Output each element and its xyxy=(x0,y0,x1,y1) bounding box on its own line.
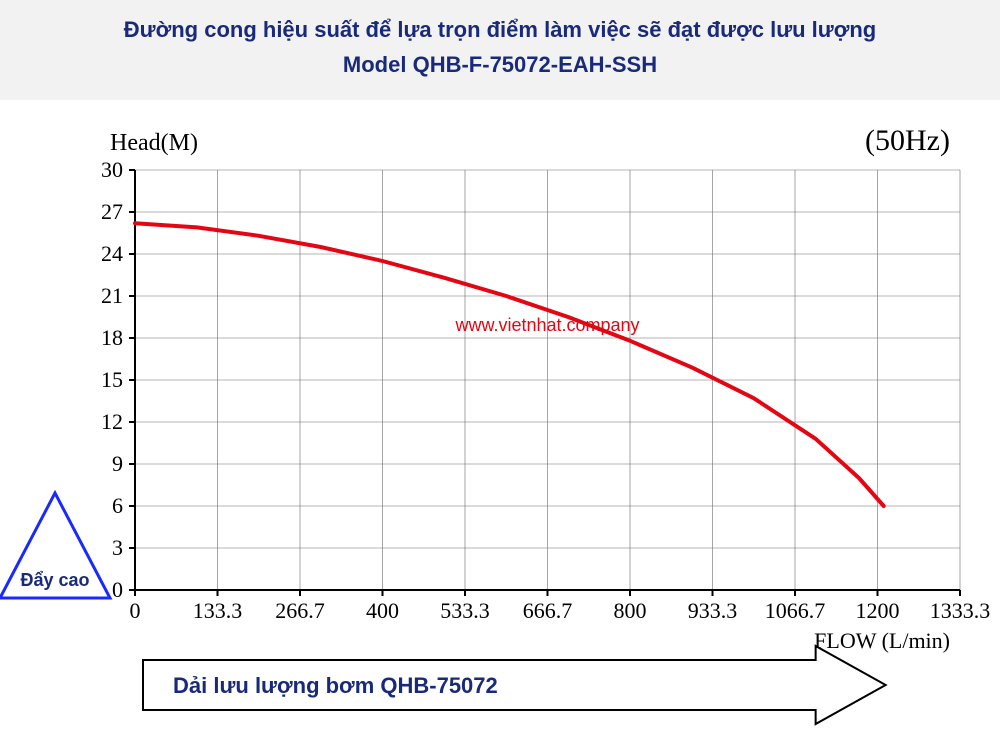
frequency-label: (50Hz) xyxy=(865,124,950,157)
y-tick-label: 12 xyxy=(101,409,123,434)
x-tick-label: 666.7 xyxy=(523,598,573,623)
y-tick-label: 15 xyxy=(101,367,123,392)
watermark-text: www.vietnhat.company xyxy=(454,315,639,335)
header-line1: Đường cong hiệu suất để lựa trọn điểm là… xyxy=(40,12,960,47)
x-tick-label: 933.3 xyxy=(688,598,738,623)
x-tick-label: 133.3 xyxy=(193,598,243,623)
y-axis-title: Head(M) xyxy=(110,130,198,156)
chart-svg: 0 3 6 9 12 15 18 21 24 27 30 0 133.3 266.7 400 533.3 666… xyxy=(0,100,1000,740)
x-tick-label: 266.7 xyxy=(275,598,325,623)
chart-container: 0 3 6 9 12 15 18 21 24 27 30 0 133.3 266.7 400 533.3 666… xyxy=(0,100,1000,740)
y-tick-label: 6 xyxy=(112,493,123,518)
y-tick-label: 24 xyxy=(101,241,123,266)
y-tick-label: 27 xyxy=(101,199,123,224)
arrow-label: Dải lưu lượng bơm QHB-75072 xyxy=(173,673,498,698)
x-tick-label: 1200 xyxy=(856,598,900,623)
x-tick-label: 533.3 xyxy=(440,598,490,623)
header-line2: Model QHB-F-75072-EAH-SSH xyxy=(40,47,960,82)
triangle-label: Đẩy cao xyxy=(20,570,89,590)
y-tick-label: 3 xyxy=(112,535,123,560)
header-banner: Đường cong hiệu suất để lựa trọn điểm là… xyxy=(0,0,1000,100)
y-tick-label: 30 xyxy=(101,157,123,182)
x-tick-label: 0 xyxy=(130,598,141,623)
y-tick-label: 21 xyxy=(101,283,123,308)
x-tick-label: 400 xyxy=(366,598,399,623)
x-tick-label: 1333.3 xyxy=(930,598,991,623)
y-tick-label: 18 xyxy=(101,325,123,350)
y-tick-label: 0 xyxy=(112,577,123,602)
y-tick-label: 9 xyxy=(112,451,123,476)
x-tick-label: 1066.7 xyxy=(765,598,826,623)
x-tick-label: 800 xyxy=(614,598,647,623)
x-axis-title: FLOW (L/min) xyxy=(814,628,950,653)
